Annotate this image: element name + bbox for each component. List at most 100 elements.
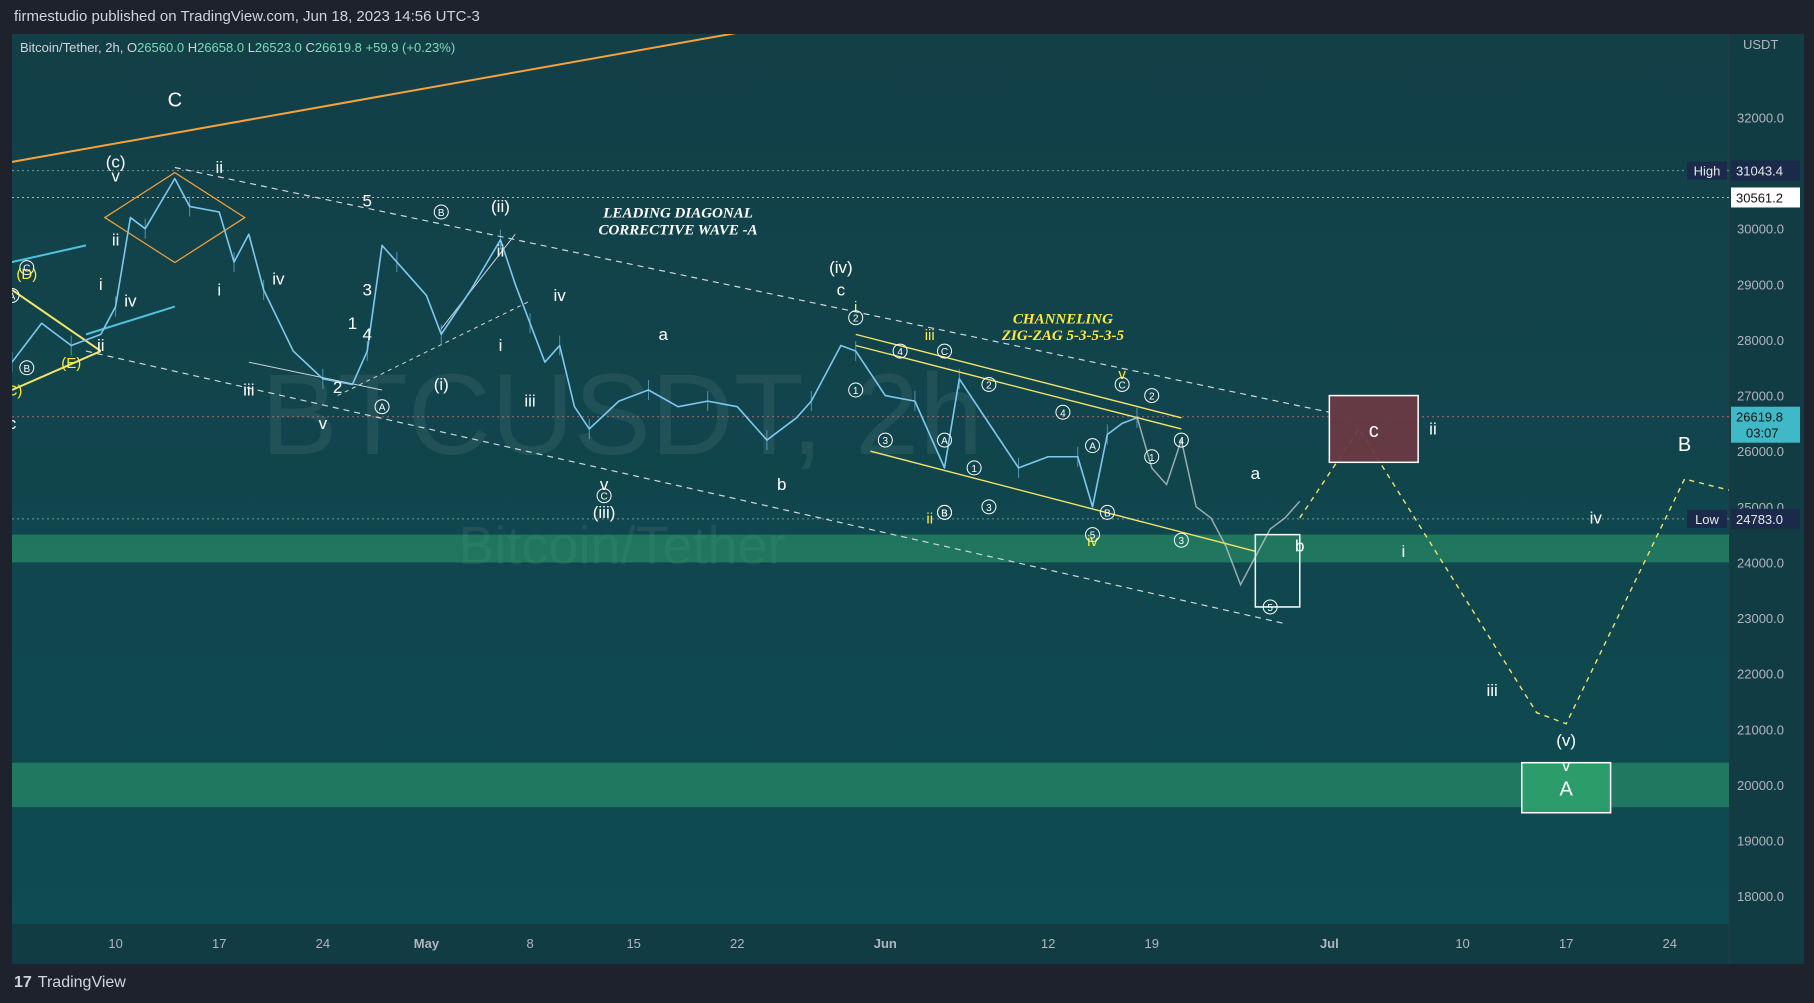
circled-label-text-23: 1 <box>1149 453 1155 464</box>
time-tick-2: 24 <box>316 936 330 951</box>
wave-label-8: i <box>217 280 221 299</box>
currency-label: USDT <box>1743 37 1778 52</box>
wave-label-28: (iv) <box>829 258 853 277</box>
channel-lower <box>85 350 1286 625</box>
circled-label-ring-20 <box>1099 504 1115 520</box>
level-price-0: 31043.4 <box>1736 164 1783 179</box>
price-tick-4: 28000.0 <box>1737 333 1784 348</box>
symbol-info-part-0: Bitcoin/Tether, 2h, <box>20 40 123 55</box>
circled-label-ring-5 <box>596 488 612 504</box>
circled-label-ring-1 <box>12 287 20 303</box>
footer-bar: 17 TradingView <box>0 964 1814 1003</box>
circled-label-ring-17 <box>1055 404 1071 420</box>
symbol-info-part-4: 26658.0 <box>197 40 244 55</box>
circled-label-5: C <box>596 488 612 504</box>
level-price-bg-0 <box>1731 160 1800 181</box>
symbol-info-bar: Bitcoin/Tether, 2h, O26560.0 H26658.0 L2… <box>20 40 455 55</box>
time-tick-6: 22 <box>730 936 744 951</box>
circled-label-24: 4 <box>1173 432 1189 448</box>
time-tick-7: Jun <box>874 936 897 951</box>
triangle-bottom <box>12 350 102 391</box>
wave-label-10: iii <box>243 381 254 400</box>
circled-label-ring-26 <box>1262 599 1278 615</box>
circled-label-text-12: 1 <box>971 464 977 475</box>
box-label-red: c <box>1369 420 1379 442</box>
yellow-channel-mid <box>855 344 1182 430</box>
wave-label-25: v <box>600 475 609 494</box>
circled-label-ring-16 <box>937 504 953 520</box>
circled-label-20: B <box>1099 504 1115 520</box>
wedge-box-a <box>440 233 516 330</box>
circled-label-ring-9 <box>877 432 893 448</box>
circled-label-10: C <box>937 343 953 359</box>
wave-label-4: ii <box>112 230 120 249</box>
wave-label-36: (v) <box>1556 731 1576 750</box>
tradingview-logo-icon: 17 <box>14 974 32 991</box>
wave-label-38: B <box>1678 434 1691 456</box>
price-tick-11: 21000.0 <box>1737 722 1784 737</box>
circled-label-ring-4 <box>374 399 390 415</box>
circled-label-ring-23 <box>1144 449 1160 465</box>
level-price-2: 26619.8 <box>1736 410 1783 425</box>
wave-label-18: (ii) <box>491 197 510 216</box>
tradingview-logo[interactable]: 17 TradingView <box>14 974 126 992</box>
channel-upper <box>174 166 1330 413</box>
wave-label-29: c <box>837 280 846 299</box>
circled-label-9: 3 <box>877 432 893 448</box>
level-tag-bg-3 <box>1687 509 1727 528</box>
circled-label-ring-13 <box>981 376 997 392</box>
projection-series <box>1136 416 1301 587</box>
circled-label-18: 5 <box>1085 527 1101 543</box>
wave-label-0: C <box>168 89 182 111</box>
level-tag-0: High <box>1694 164 1721 179</box>
circled-label-16: B <box>937 504 953 520</box>
circled-label-12: 1 <box>966 460 982 476</box>
circled-label-ring-21 <box>1114 376 1130 392</box>
time-tick-5: 15 <box>626 936 640 951</box>
circled-label-text-2: B <box>23 364 30 375</box>
circled-label-1: A <box>12 287 20 303</box>
circled-label-ring-6 <box>848 310 864 326</box>
wave-label-15: 4 <box>363 325 372 344</box>
leading-diagonal-subtitle: CORRECTIVE WAVE -A <box>598 222 757 238</box>
price-tick-14: 18000.0 <box>1737 889 1784 904</box>
yellow-channel-bottom <box>870 450 1256 552</box>
circled-label-7: 4 <box>892 343 908 359</box>
circled-label-text-14: 3 <box>986 503 992 514</box>
published-banner: firmestudio published on TradingView.com… <box>0 0 1814 34</box>
wave-label-yellow-4: iii <box>925 327 935 344</box>
wave-label-14: 3 <box>363 280 372 299</box>
price-chart[interactable]: BTCUSDT, 2hBitcoin/TethercALEADING DIAGO… <box>12 34 1804 964</box>
circled-label-ring-0 <box>19 260 35 276</box>
box-label-green: A <box>1560 779 1574 801</box>
circled-label-ring-7 <box>892 343 908 359</box>
orange-diamond <box>103 171 246 264</box>
diagonal-lower <box>337 300 531 397</box>
wave-label-11: v <box>319 414 328 433</box>
time-tick-12: 17 <box>1559 936 1573 951</box>
cyan-trendline-top <box>12 244 87 264</box>
price-tick-5: 27000.0 <box>1737 389 1784 404</box>
price-tick-0: 32000.0 <box>1737 110 1784 125</box>
time-axis-background <box>12 924 1729 964</box>
wave-label-34: iii <box>1487 681 1498 700</box>
level-price-3: 24783.0 <box>1736 512 1783 527</box>
wave-label-27: b <box>777 475 786 494</box>
price-tick-10: 22000.0 <box>1737 667 1784 682</box>
level-price-bg-1 <box>1731 187 1800 208</box>
price-tick-9: 23000.0 <box>1737 611 1784 626</box>
symbol-info-part-1: O <box>123 40 137 55</box>
circled-label-text-10: C <box>941 347 948 358</box>
time-tick-13: 24 <box>1663 936 1677 951</box>
symbol-info-part-10: (+0.23%) <box>398 40 455 55</box>
wave-label-32: ii <box>1429 420 1437 439</box>
circled-label-ring-11 <box>937 432 953 448</box>
chart-frame[interactable]: BTCUSDT, 2hBitcoin/TethercALEADING DIAGO… <box>12 34 1804 964</box>
level-tag-bg-0 <box>1687 161 1727 180</box>
circled-label-text-7: 4 <box>897 347 903 358</box>
circled-label-ring-19 <box>1085 438 1101 454</box>
published-text: firmestudio published on TradingView.com… <box>14 8 480 25</box>
support-zone-1 <box>12 762 1729 808</box>
circled-label-ring-10 <box>937 343 953 359</box>
level-price-bg-3 <box>1731 508 1800 529</box>
